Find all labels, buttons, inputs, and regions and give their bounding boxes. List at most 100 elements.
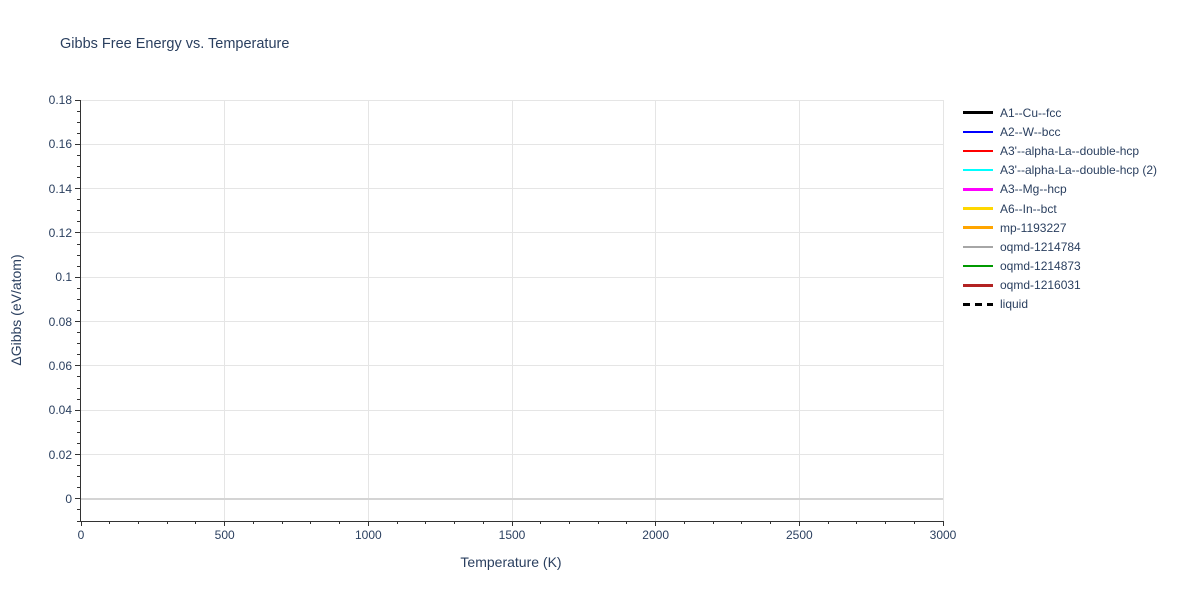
y-minor-tick xyxy=(77,199,80,201)
legend-line-swatch xyxy=(963,226,993,229)
y-minor-tick xyxy=(77,243,80,245)
legend-item-label: A3--Mg--hcp xyxy=(1000,182,1067,197)
x-minor-tick xyxy=(454,521,456,524)
legend-item[interactable]: A3--Mg--hcp xyxy=(963,180,1157,199)
legend-line-swatch xyxy=(963,149,993,153)
plot-area[interactable]: 0 500 1000 1500 2000 2500 3000 0 0.02 0.04 0.06 0.0… xyxy=(49,93,957,542)
legend-item-label: liquid xyxy=(1000,297,1029,312)
y-tick-label: 0.1 xyxy=(55,270,72,285)
y-gridline xyxy=(81,365,943,367)
x-minor-tick xyxy=(166,521,168,524)
y-minor-tick xyxy=(77,177,80,179)
x-minor-tick xyxy=(195,521,197,524)
x-minor-tick xyxy=(770,521,772,524)
y-minor-tick xyxy=(77,465,80,467)
y-major-tick xyxy=(75,365,80,367)
x-gridline xyxy=(798,100,800,521)
y-minor-tick xyxy=(77,442,80,444)
x-tick-label: 1500 xyxy=(498,528,526,542)
y-major-tick xyxy=(75,498,80,500)
x-tick-label: 2500 xyxy=(785,528,813,542)
x-minor-tick xyxy=(568,521,570,524)
y-minor-tick xyxy=(77,376,80,378)
x-minor-tick xyxy=(597,521,599,524)
y-gridline xyxy=(81,188,943,190)
legend-item-label: A3'--alpha-La--double-hcp (2) xyxy=(1000,163,1158,178)
y-minor-tick xyxy=(77,476,80,478)
legend-line-swatch xyxy=(963,111,993,114)
y-major-tick xyxy=(75,276,80,278)
legend-item[interactable]: oqmd-1216031 xyxy=(963,276,1157,295)
x-axis-title: Temperature (K) xyxy=(460,554,562,570)
y-minor-tick xyxy=(77,298,80,300)
y-minor-tick xyxy=(77,287,80,289)
x-tick-label: 500 xyxy=(214,528,235,542)
y-major-tick xyxy=(75,321,80,323)
x-minor-tick xyxy=(252,521,254,524)
x-major-tick xyxy=(798,521,800,526)
x-tick-label: 0 xyxy=(77,528,85,542)
legend-item-label: A6--In--bct xyxy=(1000,201,1057,216)
y-major-tick xyxy=(75,232,80,234)
legend-item[interactable]: A6--In--bct xyxy=(963,199,1157,218)
y-gridline xyxy=(81,143,943,145)
x-major-tick xyxy=(224,521,226,526)
y-minor-tick xyxy=(77,509,80,511)
x-gridline xyxy=(511,100,513,521)
legend-dashed-line-swatch xyxy=(963,303,993,306)
y-minor-tick xyxy=(77,332,80,334)
legend-line-swatch xyxy=(963,130,993,134)
x-tick-label: 1000 xyxy=(354,528,382,542)
y-minor-tick xyxy=(77,354,80,356)
y-gridline xyxy=(81,99,943,101)
legend-item[interactable]: A2--W--bcc xyxy=(963,122,1157,141)
y-minor-tick xyxy=(77,310,80,311)
legend-item-label: oqmd-1214873 xyxy=(1000,259,1081,274)
y-minor-tick xyxy=(77,487,80,489)
y-minor-tick xyxy=(77,343,80,345)
x-minor-tick xyxy=(425,521,427,524)
x-minor-tick xyxy=(482,521,484,524)
x-major-tick xyxy=(367,521,369,526)
y-minor-tick xyxy=(77,254,80,256)
y-minor-tick xyxy=(77,132,80,134)
legend-item[interactable]: liquid xyxy=(963,295,1157,314)
y-minor-tick xyxy=(77,221,80,223)
x-minor-tick xyxy=(310,521,312,524)
y-minor-tick xyxy=(77,165,80,167)
legend-line-swatch xyxy=(963,168,993,172)
x-minor-tick xyxy=(396,521,398,524)
legend-item-label: A2--W--bcc xyxy=(1000,124,1061,139)
legend-item[interactable]: oqmd-1214784 xyxy=(963,237,1157,256)
x-minor-tick xyxy=(856,521,858,524)
legend-item[interactable]: oqmd-1214873 xyxy=(963,257,1157,276)
y-minor-tick xyxy=(77,431,80,433)
x-minor-tick xyxy=(339,521,341,524)
x-minor-tick xyxy=(683,521,685,524)
x-minor-tick xyxy=(885,521,887,524)
x-major-tick xyxy=(942,521,944,526)
x-minor-tick xyxy=(712,521,714,524)
legend-item-label: A3'--alpha-La--double-hcp xyxy=(1000,143,1140,158)
legend-item-label: oqmd-1214784 xyxy=(1000,239,1081,254)
legend-line-swatch xyxy=(963,284,993,287)
legend-line-swatch xyxy=(963,188,993,191)
legend-line-swatch xyxy=(963,264,993,268)
x-minor-tick xyxy=(913,521,915,524)
legend-line-swatch xyxy=(963,207,993,210)
x-major-tick xyxy=(511,521,513,526)
x-tick-label: 3000 xyxy=(929,528,957,542)
y-tick-label: 0.06 xyxy=(48,358,72,373)
x-minor-tick xyxy=(741,521,743,524)
y-gridline xyxy=(81,276,943,278)
y-tick-label: 0.12 xyxy=(48,225,72,240)
legend-item-label: oqmd-1216031 xyxy=(1000,278,1081,293)
legend-item[interactable]: A3'--alpha-La--double-hcp (2) xyxy=(963,161,1157,180)
legend-item[interactable]: A1--Cu--fcc xyxy=(963,103,1157,122)
legend-item[interactable]: A3'--alpha-La--double-hcp xyxy=(963,141,1157,160)
legend-item[interactable]: mp-1193227 xyxy=(963,218,1157,237)
x-minor-tick xyxy=(540,521,542,524)
x-gridline xyxy=(367,100,369,521)
y-tick-label: 0.04 xyxy=(48,403,72,418)
